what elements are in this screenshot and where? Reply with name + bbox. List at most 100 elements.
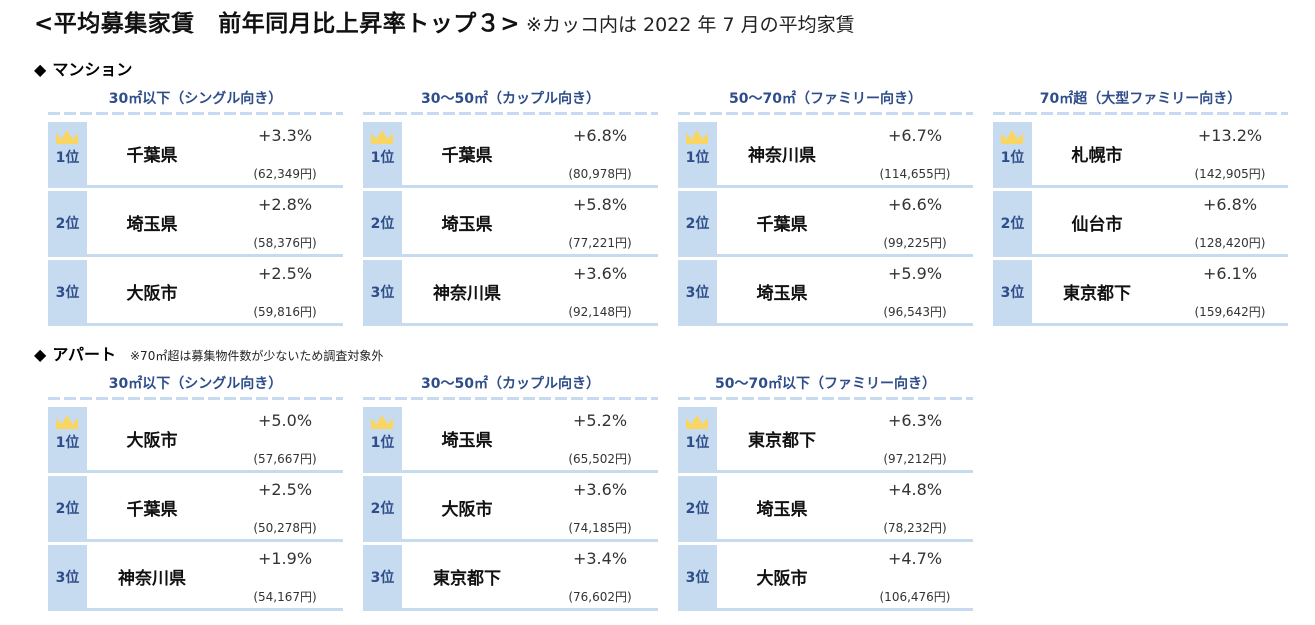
rank-label: 1位 [370, 149, 395, 166]
value-cell: +2.5% (50,278円) [217, 476, 343, 539]
average-rent: (97,212円) [883, 452, 947, 466]
city-name: 千葉県 [126, 500, 178, 520]
diamond-icon: ◆ [34, 60, 47, 79]
average-rent: (78,232円) [883, 521, 947, 535]
value-cell: +3.6% (74,185円) [532, 476, 658, 539]
rank-label: 1位 [55, 149, 80, 166]
value-cell: +5.9% (96,543円) [847, 260, 973, 323]
rank-cell: 3位 [363, 545, 402, 608]
rank-cell: 3位 [48, 260, 87, 323]
apartment-ranking-group: 30㎡以下（シングル向き） 1位 大阪市 +5.0% (57,667円) 2位 千葉県 +2.… [48, 373, 343, 614]
average-rent: (58,376円) [253, 236, 317, 250]
ranking-row: 2位 仙台市 +6.8% (128,420円) [993, 191, 1288, 257]
average-rent: (62,349円) [253, 167, 317, 181]
rank-label: 1位 [370, 434, 395, 451]
rank-cell: 1位 [993, 122, 1032, 185]
average-rent: (106,476円) [879, 590, 951, 604]
growth-rate: +2.5% [257, 264, 313, 283]
section-apartment-label: ◆ アパート ※70㎡超は募集物件数が少ないため調査対象外 [34, 341, 383, 365]
dashed-divider [48, 397, 343, 400]
average-rent: (74,185円) [568, 521, 632, 535]
dashed-divider [678, 112, 973, 115]
growth-rate: +4.8% [887, 480, 943, 499]
rank-cell: 3位 [993, 260, 1032, 323]
average-rent: (114,655円) [879, 167, 951, 181]
ranking-row: 3位 埼玉県 +5.9% (96,543円) [678, 260, 973, 326]
title-note: ※カッコ内は 2022 年 7 月の平均家賃 [526, 14, 855, 36]
rank-cell: 1位 [48, 122, 87, 185]
average-rent: (50,278円) [253, 521, 317, 535]
average-rent: (96,543円) [883, 305, 947, 319]
city-name: 大阪市 [441, 500, 493, 520]
section-title: マンション [52, 60, 133, 79]
ranking-row: 2位 埼玉県 +4.8% (78,232円) [678, 476, 973, 542]
crown-icon [686, 414, 708, 429]
section-mansion-label: ◆ マンション [34, 56, 132, 80]
rank-cell: 3位 [363, 260, 402, 323]
city-name: 千葉県 [441, 146, 493, 166]
group-header: 30㎡以下（シングル向き） [108, 91, 283, 107]
rank-cell: 1位 [678, 122, 717, 185]
growth-rate: +6.1% [1202, 264, 1258, 283]
value-cell: +2.5% (59,816円) [217, 260, 343, 323]
rank-cell: 2位 [48, 191, 87, 254]
group-header: 70㎡超（大型ファミリー向き） [1039, 91, 1242, 107]
ranking-row: 2位 大阪市 +3.6% (74,185円) [363, 476, 658, 542]
rank-label: 3位 [370, 569, 395, 586]
rank-label: 1位 [55, 434, 80, 451]
growth-rate: +1.9% [257, 549, 313, 568]
growth-rate: +6.8% [1202, 195, 1258, 214]
rank-cell: 2位 [363, 476, 402, 539]
city-name: 札幌市 [1071, 146, 1123, 166]
rank-label: 2位 [370, 215, 395, 232]
ranking-row: 3位 東京都下 +3.4% (76,602円) [363, 545, 658, 611]
rank-label: 3位 [685, 284, 710, 301]
crown-icon [56, 129, 78, 144]
value-cell: +6.8% (80,978円) [532, 122, 658, 185]
city-name: 埼玉県 [756, 500, 808, 520]
city-name: 大阪市 [126, 431, 178, 451]
apartment-ranking-group: 50～70㎡以下（ファミリー向き） 1位 東京都下 +6.3% (97,212円) 2位 埼… [678, 373, 973, 614]
ranking-row: 1位 千葉県 +3.3% (62,349円) [48, 122, 343, 188]
rank-label: 2位 [55, 500, 80, 517]
growth-rate: +2.8% [257, 195, 313, 214]
rank-label: 1位 [1000, 149, 1025, 166]
ranking-row: 1位 埼玉県 +5.2% (65,502円) [363, 407, 658, 473]
growth-rate: +2.5% [257, 480, 313, 499]
value-cell: +6.7% (114,655円) [847, 122, 973, 185]
growth-rate: +3.4% [572, 549, 628, 568]
average-rent: (128,420円) [1194, 236, 1266, 250]
average-rent: (80,978円) [568, 167, 632, 181]
rank-cell: 2位 [48, 476, 87, 539]
ranking-row: 1位 千葉県 +6.8% (80,978円) [363, 122, 658, 188]
average-rent: (59,816円) [253, 305, 317, 319]
group-header: 30～50㎡（カップル向き） [421, 376, 600, 392]
rank-cell: 2位 [993, 191, 1032, 254]
value-cell: +3.6% (92,148円) [532, 260, 658, 323]
value-cell: +6.1% (159,642円) [1162, 260, 1288, 323]
rank-label: 2位 [370, 500, 395, 517]
rank-label: 2位 [685, 500, 710, 517]
ranking-row: 3位 大阪市 +2.5% (59,816円) [48, 260, 343, 326]
mansion-ranking-group: 50～70㎡（ファミリー向き） 1位 神奈川県 +6.7% (114,655円) 2位 千葉… [678, 88, 973, 329]
growth-rate: +6.3% [887, 411, 943, 430]
ranking-row: 1位 札幌市 +13.2% (142,905円) [993, 122, 1288, 188]
ranking-row: 1位 東京都下 +6.3% (97,212円) [678, 407, 973, 473]
rank-cell: 1位 [48, 407, 87, 470]
apartment-ranking-group: 30～50㎡（カップル向き） 1位 埼玉県 +5.2% (65,502円) 2位 大阪市 +3… [363, 373, 658, 614]
value-cell: +3.4% (76,602円) [532, 545, 658, 608]
rank-label: 3位 [1000, 284, 1025, 301]
value-cell: +5.0% (57,667円) [217, 407, 343, 470]
growth-rate: +13.2% [1197, 126, 1263, 145]
ranking-row: 2位 千葉県 +6.6% (99,225円) [678, 191, 973, 257]
diamond-icon: ◆ [34, 345, 47, 364]
crown-icon [686, 129, 708, 144]
group-header: 30～50㎡（カップル向き） [421, 91, 600, 107]
value-cell: +6.8% (128,420円) [1162, 191, 1288, 254]
city-name: 大阪市 [126, 284, 178, 304]
ranking-row: 3位 東京都下 +6.1% (159,642円) [993, 260, 1288, 326]
rank-cell: 3位 [48, 545, 87, 608]
city-name: 埼玉県 [441, 215, 493, 235]
group-header: 30㎡以下（シングル向き） [108, 376, 283, 392]
group-header: 50～70㎡（ファミリー向き） [729, 91, 922, 107]
